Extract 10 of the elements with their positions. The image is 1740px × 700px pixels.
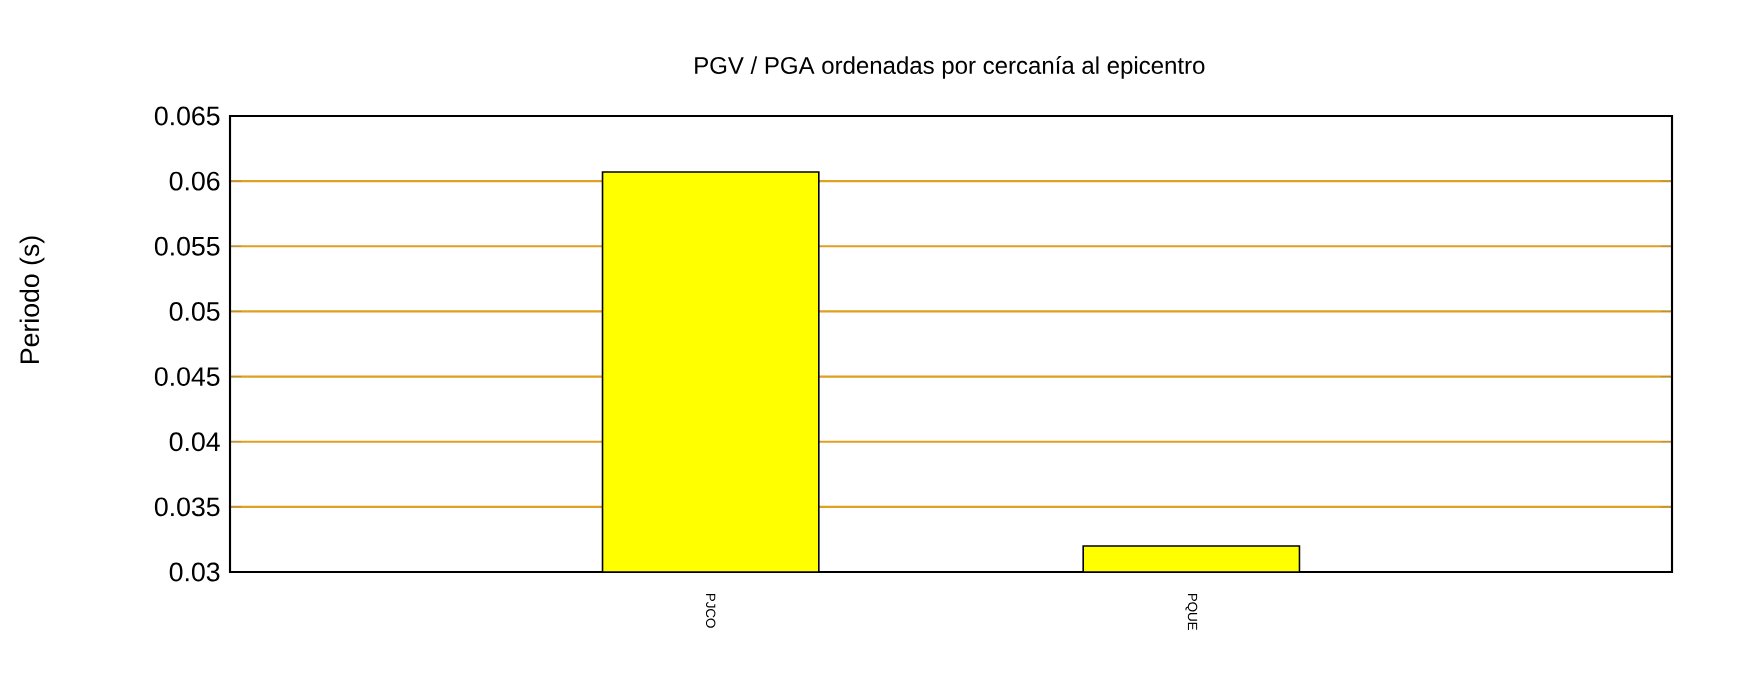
- y-tick-label: 0.06: [169, 171, 220, 191]
- y-tick-label: 0.04: [169, 432, 220, 452]
- y-tick-label: 0.035: [154, 497, 220, 517]
- y-tick-label: 0.045: [154, 367, 220, 386]
- y-tick-label: 0.055: [154, 236, 220, 256]
- y-tick-label: 0.05: [169, 301, 220, 321]
- y-tick-label: 0.03: [169, 562, 220, 582]
- y-axis-title: Periodo (s): [19, 236, 45, 364]
- chart-title: PGV / PGA ordenadas por cercanía al epicentro: [695, 56, 1205, 79]
- y-tick-label: 0.065: [154, 106, 220, 126]
